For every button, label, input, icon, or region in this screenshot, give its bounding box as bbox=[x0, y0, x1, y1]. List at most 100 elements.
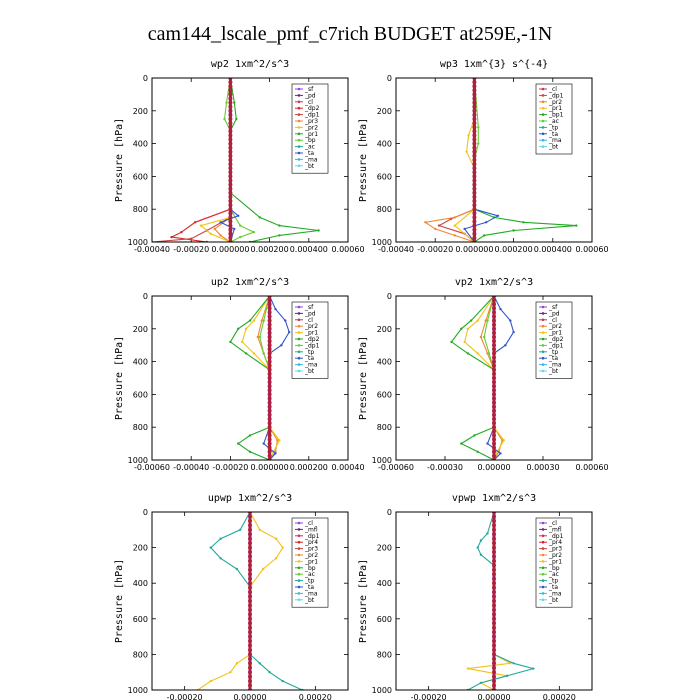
legend-label: _cl bbox=[304, 99, 313, 106]
legend-marker bbox=[541, 585, 545, 589]
series-point bbox=[252, 319, 256, 322]
zero-profile-point bbox=[472, 207, 477, 212]
series-point bbox=[258, 528, 261, 531]
axes-frame bbox=[395, 295, 593, 461]
zero-profile-point bbox=[248, 661, 252, 666]
series-point bbox=[476, 352, 479, 355]
zero-profile-point bbox=[492, 445, 496, 450]
legend-label: _tp bbox=[304, 578, 314, 585]
zero-profile-point bbox=[267, 396, 272, 401]
series-point bbox=[479, 539, 483, 542]
y-tick-label: 800 bbox=[377, 650, 392, 659]
x-tick-label: 0.00040 bbox=[331, 463, 364, 472]
zero-profile-point bbox=[472, 166, 477, 171]
zero-profile-point bbox=[228, 166, 233, 171]
series-point bbox=[288, 330, 291, 334]
series-line-pr1 bbox=[463, 296, 505, 460]
zero-profile-point bbox=[492, 567, 496, 572]
x-tick-label: -0.00030 bbox=[427, 463, 463, 472]
series-point bbox=[463, 227, 466, 231]
axes-frame bbox=[151, 295, 349, 461]
legend-label: _pr4 bbox=[304, 539, 318, 546]
legend-marker bbox=[541, 547, 545, 550]
x-tick-label: 0.00060 bbox=[575, 245, 608, 254]
zero-profile-point bbox=[492, 326, 496, 331]
zero-profile-point bbox=[492, 679, 496, 684]
x-tick-label: 0.000200 bbox=[251, 245, 289, 254]
series-point bbox=[476, 546, 479, 549]
series-point bbox=[473, 434, 476, 437]
legend-marker bbox=[541, 553, 545, 557]
zero-profile-point bbox=[267, 367, 272, 372]
zero-profile-point bbox=[472, 108, 477, 113]
legend-label: _cl bbox=[304, 317, 313, 324]
zero-profile-point bbox=[228, 199, 233, 203]
zero-profile-point bbox=[248, 665, 252, 670]
legend-label: _ma bbox=[548, 590, 562, 597]
zero-profile-point bbox=[492, 585, 496, 590]
zero-profile-point bbox=[228, 80, 233, 85]
zero-profile-point bbox=[492, 318, 496, 323]
series-point bbox=[281, 679, 284, 683]
zero-profile-point bbox=[267, 408, 272, 413]
zero-profile-point bbox=[492, 421, 496, 426]
zero-profile-point bbox=[267, 302, 272, 307]
legend-marker bbox=[541, 528, 545, 531]
legend-label: _bt bbox=[548, 368, 559, 375]
series-point bbox=[209, 679, 212, 683]
zero-profile-point bbox=[248, 567, 252, 572]
legend-label: _pr1 bbox=[548, 330, 562, 337]
legend-label: _mfl bbox=[304, 526, 318, 533]
y-tick-label: 600 bbox=[377, 172, 392, 181]
zero-profile-point bbox=[248, 656, 252, 661]
zero-profile-point bbox=[492, 429, 496, 434]
zero-profile-point bbox=[248, 536, 252, 541]
legend-label: _pr1 bbox=[548, 558, 562, 565]
series-point bbox=[496, 214, 500, 217]
series-line-dp1 bbox=[437, 78, 475, 242]
legend-marker bbox=[297, 113, 301, 116]
zero-profile-point bbox=[492, 550, 496, 555]
axes-frame bbox=[151, 77, 349, 243]
zero-profile-point bbox=[492, 400, 496, 405]
series-point bbox=[239, 235, 242, 239]
legend-label: _cl bbox=[548, 520, 557, 527]
zero-profile-point bbox=[492, 630, 496, 635]
zero-profile-point bbox=[228, 96, 233, 101]
zero-profile-point bbox=[472, 141, 477, 146]
axes-frame bbox=[151, 511, 349, 691]
zero-profile-point bbox=[492, 380, 496, 385]
legend-label: _bt bbox=[304, 163, 315, 170]
zero-profile-point bbox=[472, 129, 477, 134]
y-tick-label: 200 bbox=[377, 107, 392, 116]
series-point bbox=[477, 142, 480, 145]
zero-profile-point bbox=[228, 125, 233, 130]
zero-profile-point bbox=[492, 347, 496, 352]
legend-label: _ac bbox=[548, 571, 559, 578]
legend-marker bbox=[297, 560, 301, 563]
legend-marker bbox=[297, 585, 301, 589]
zero-profile-point bbox=[492, 621, 496, 626]
series-point bbox=[229, 671, 232, 674]
series-point bbox=[487, 352, 491, 355]
zero-profile-point bbox=[492, 404, 496, 409]
zero-profile-point bbox=[267, 351, 272, 356]
zero-profile-point bbox=[248, 594, 252, 599]
zero-profile-point bbox=[472, 149, 477, 154]
zero-profile-point bbox=[248, 581, 252, 586]
panel-title: upwp 1xm^2/s^3 bbox=[208, 493, 292, 504]
legend-label: _pd bbox=[304, 310, 316, 317]
series-point bbox=[274, 452, 277, 455]
y-tick-label: 800 bbox=[377, 423, 392, 432]
zero-profile-point bbox=[267, 421, 272, 426]
legend-box bbox=[535, 301, 573, 379]
zero-profile-point bbox=[267, 388, 272, 393]
zero-profile-point bbox=[492, 581, 496, 586]
zero-profile-point bbox=[492, 594, 496, 599]
series-point bbox=[219, 557, 222, 560]
legend-marker bbox=[297, 119, 301, 123]
zero-profile-point bbox=[228, 215, 233, 220]
legend-marker bbox=[297, 592, 301, 595]
series-point bbox=[281, 546, 284, 549]
legend-label: _pr3 bbox=[304, 546, 318, 553]
